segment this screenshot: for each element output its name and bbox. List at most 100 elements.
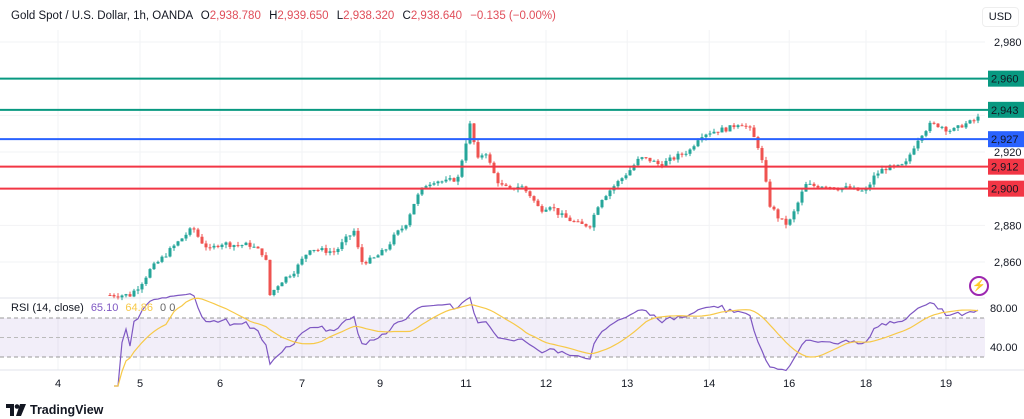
candle-body (652, 160, 656, 162)
candle-body (320, 248, 324, 251)
rsi-ma-line (114, 297, 979, 387)
candle-body (148, 269, 152, 278)
time-axis: 4 5 6 7 9 11 12 13 14 16 18 19 (55, 378, 952, 390)
currency-button[interactable]: USD (981, 7, 1019, 27)
candle-body (408, 214, 412, 226)
candle-body (744, 125, 748, 127)
rsi-legend: RSI (14, close) 65.10 64.86 0 0 (11, 302, 176, 314)
candle-body (124, 294, 128, 296)
candle-body (472, 123, 476, 143)
candle-body (784, 218, 788, 225)
candle-body (896, 164, 900, 167)
candle-body (884, 169, 888, 171)
candle-body (420, 187, 424, 195)
candle-body (548, 207, 552, 210)
candle-body (520, 186, 524, 188)
candle-body (552, 207, 556, 209)
rsi-value: 65.10 (90, 302, 119, 314)
candle-body (888, 165, 892, 171)
candle-body (532, 196, 536, 201)
candle-body (328, 251, 332, 253)
time-tick: 9 (377, 378, 383, 390)
candle-body (908, 154, 912, 162)
candle-body (800, 191, 804, 203)
candle-body (160, 256, 164, 262)
high-value: 2,939.650 (277, 10, 329, 22)
candles (108, 113, 980, 301)
candle-body (288, 276, 292, 278)
candle-body (356, 230, 360, 248)
candle-body (264, 255, 268, 260)
candle-body (228, 242, 232, 247)
open-value: 2,938.780 (209, 10, 261, 22)
candle-body (560, 213, 564, 215)
candle-body (768, 181, 772, 207)
candle-body (684, 153, 688, 155)
candle-body (108, 294, 112, 296)
rsi-line (114, 293, 979, 387)
time-tick: 13 (621, 378, 633, 390)
candle-body (460, 160, 464, 177)
candle-body (672, 157, 676, 160)
candle-body (168, 248, 172, 257)
candle-body (808, 183, 812, 185)
candle-body (708, 133, 712, 135)
levels: 2,960 2,943 2,927 2,912 2,900 (0, 70, 1024, 197)
candle-body (656, 160, 660, 165)
candle-body (344, 236, 348, 243)
candle-body (604, 196, 608, 200)
level-price-label: 2,912 (991, 162, 1019, 174)
candle-body (468, 123, 472, 144)
time-tick: 14 (703, 378, 715, 390)
candle-body (184, 234, 188, 239)
candle-body (904, 161, 908, 165)
candle-body (488, 154, 492, 163)
candle-body (696, 140, 700, 147)
candle-body (424, 186, 428, 188)
candle-body (392, 234, 396, 245)
candle-body (152, 263, 156, 270)
candle-body (924, 131, 928, 136)
candle-body (404, 225, 408, 229)
candle-body (284, 276, 288, 283)
candle-body (476, 142, 480, 158)
candle-body (624, 175, 628, 179)
candle-body (396, 230, 400, 235)
tradingview-logo[interactable]: TradingView (6, 403, 103, 417)
candle-body (176, 241, 180, 246)
candle-body (316, 249, 320, 251)
rsi-tick: 80.00 (990, 303, 1018, 315)
price-axis: 2,980 2,920 2,880 2,860 (994, 37, 1022, 269)
candle-body (492, 162, 496, 174)
candle-body (912, 148, 916, 155)
candle-body (280, 282, 284, 287)
time-tick: 18 (860, 378, 872, 390)
candle-body (380, 249, 384, 256)
candle-body (364, 261, 368, 264)
candle-body (956, 125, 960, 128)
candle-body (400, 228, 404, 231)
candle-body (304, 254, 308, 259)
candle-body (752, 127, 756, 138)
candle-body (348, 235, 352, 237)
candle-body (616, 181, 620, 187)
candle-body (796, 202, 800, 212)
time-tick: 5 (137, 378, 143, 390)
candle-body (464, 143, 468, 161)
lightning-icon[interactable]: ⚡ (969, 276, 989, 296)
candle-body (640, 157, 644, 159)
rsi-series (114, 293, 979, 387)
candle-body (748, 126, 752, 128)
candle-body (732, 125, 736, 128)
candle-body (412, 203, 416, 215)
level-price-tag (988, 158, 1024, 175)
candle-body (776, 209, 780, 219)
low-value: 2,938.320 (343, 10, 395, 22)
candle-body (376, 255, 380, 258)
candle-body (432, 183, 436, 185)
candle-body (820, 186, 824, 188)
tradingview-icon (6, 404, 26, 416)
candle-body (452, 178, 456, 182)
candle-body (500, 183, 504, 185)
